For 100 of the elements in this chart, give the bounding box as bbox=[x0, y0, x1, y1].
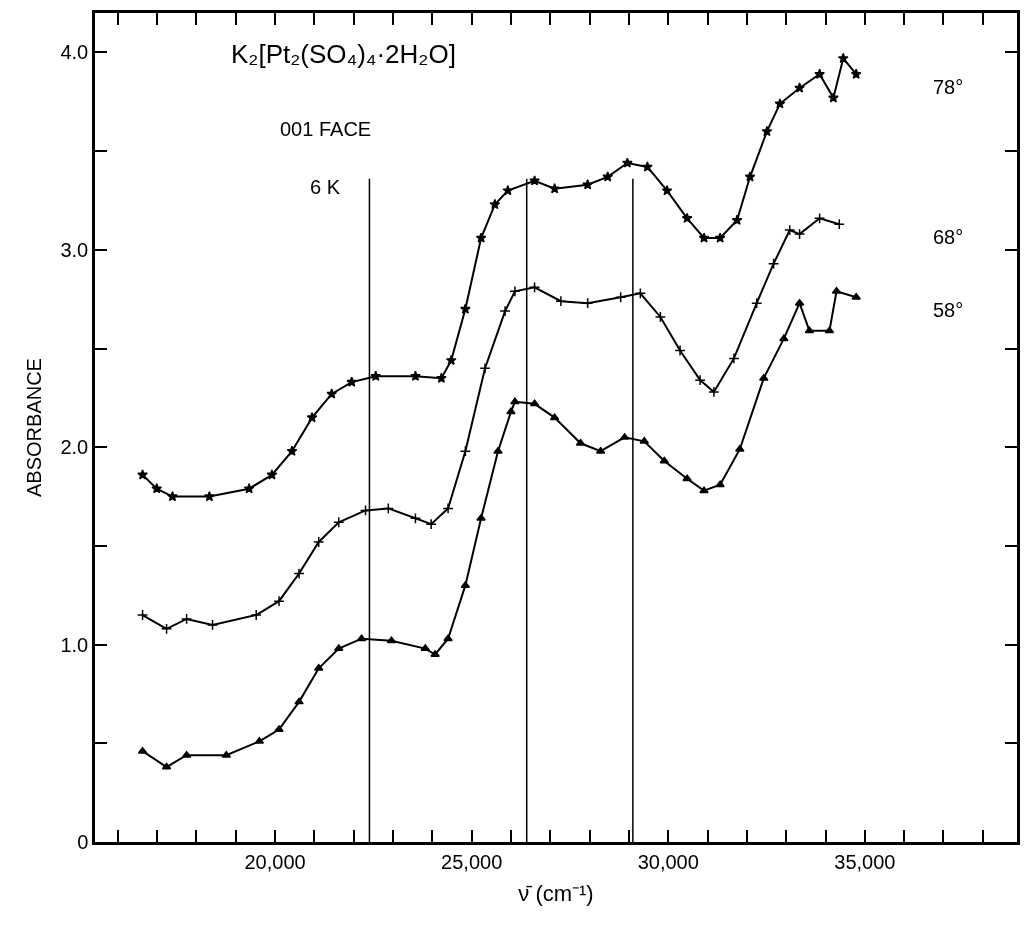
point bbox=[751, 297, 763, 309]
point bbox=[475, 232, 487, 243]
point bbox=[582, 297, 594, 309]
point bbox=[731, 214, 743, 225]
point bbox=[370, 370, 382, 381]
point bbox=[137, 469, 148, 480]
point bbox=[715, 480, 725, 488]
point bbox=[728, 352, 740, 365]
point bbox=[476, 514, 486, 521]
point bbox=[333, 516, 345, 528]
point bbox=[784, 224, 796, 236]
point bbox=[621, 157, 633, 168]
annotation: K₂[Pt₂(SO₄)₄·2H₂O] bbox=[231, 39, 456, 69]
point bbox=[306, 411, 318, 423]
point bbox=[420, 644, 431, 652]
point bbox=[602, 171, 614, 182]
point bbox=[744, 171, 756, 182]
point bbox=[221, 750, 232, 758]
point bbox=[443, 634, 453, 642]
point bbox=[850, 68, 862, 79]
point bbox=[510, 397, 520, 405]
point bbox=[430, 650, 440, 657]
point bbox=[442, 502, 454, 515]
point bbox=[204, 490, 215, 502]
x-tick-label: 35,000 bbox=[834, 850, 896, 873]
point bbox=[714, 232, 726, 243]
point bbox=[250, 609, 262, 621]
point bbox=[837, 52, 849, 64]
annotation: 6 K bbox=[310, 176, 341, 198]
point bbox=[409, 512, 422, 524]
point bbox=[661, 184, 673, 196]
point bbox=[386, 636, 397, 644]
text: 78° bbox=[933, 76, 964, 98]
x-axis-title: ν̄ (cm⁻¹) bbox=[518, 880, 594, 906]
point bbox=[445, 354, 457, 366]
y-axis-title: ABSORBANCE bbox=[22, 358, 45, 497]
point bbox=[479, 362, 491, 374]
point bbox=[410, 370, 421, 381]
point bbox=[549, 183, 561, 194]
point bbox=[161, 762, 172, 770]
point bbox=[506, 407, 516, 415]
point bbox=[708, 386, 720, 398]
point bbox=[326, 388, 338, 399]
point bbox=[151, 483, 163, 494]
point bbox=[767, 258, 780, 270]
point bbox=[489, 198, 501, 210]
point bbox=[167, 490, 178, 502]
legend-label: 68° bbox=[933, 226, 964, 248]
point bbox=[793, 228, 806, 240]
y-tick-label: 3.0 bbox=[60, 238, 89, 261]
point bbox=[274, 725, 284, 732]
point bbox=[160, 623, 173, 635]
point bbox=[814, 68, 826, 79]
point bbox=[694, 374, 706, 386]
text: 58° bbox=[933, 299, 964, 321]
point bbox=[346, 376, 358, 387]
point bbox=[794, 82, 805, 93]
x-tick-label: 30,000 bbox=[637, 850, 699, 873]
point bbox=[333, 644, 344, 652]
point bbox=[827, 92, 839, 103]
y-tick-label: 4.0 bbox=[60, 41, 89, 64]
point bbox=[459, 303, 471, 314]
point bbox=[529, 399, 540, 407]
point bbox=[735, 444, 745, 452]
point bbox=[435, 372, 447, 383]
point bbox=[682, 474, 692, 482]
point bbox=[502, 184, 514, 196]
point bbox=[293, 567, 305, 580]
point bbox=[555, 295, 567, 307]
x-tick-label: 20,000 bbox=[244, 850, 306, 873]
point bbox=[794, 298, 805, 306]
y-tick-label: 2.0 bbox=[60, 436, 89, 459]
point bbox=[824, 326, 835, 334]
point bbox=[294, 697, 304, 705]
y-tick-label: 1.0 bbox=[60, 633, 89, 656]
point bbox=[180, 613, 193, 625]
point bbox=[509, 285, 521, 297]
point bbox=[642, 161, 653, 172]
point bbox=[529, 175, 540, 186]
x-tick-label: 25,000 bbox=[441, 850, 503, 873]
point bbox=[851, 292, 861, 300]
point bbox=[759, 373, 769, 381]
point bbox=[774, 98, 786, 109]
point bbox=[804, 326, 815, 334]
point bbox=[356, 634, 367, 642]
point bbox=[699, 486, 709, 494]
point bbox=[493, 446, 503, 454]
point bbox=[698, 232, 710, 243]
point bbox=[181, 750, 192, 758]
y-tick-label: 0 bbox=[77, 831, 89, 853]
point bbox=[813, 212, 826, 224]
point bbox=[654, 311, 667, 323]
point bbox=[779, 334, 789, 342]
point bbox=[674, 344, 686, 357]
point bbox=[313, 536, 325, 548]
point bbox=[382, 502, 394, 515]
point bbox=[761, 125, 773, 137]
point bbox=[681, 212, 693, 223]
point bbox=[273, 595, 285, 607]
point bbox=[286, 445, 298, 456]
